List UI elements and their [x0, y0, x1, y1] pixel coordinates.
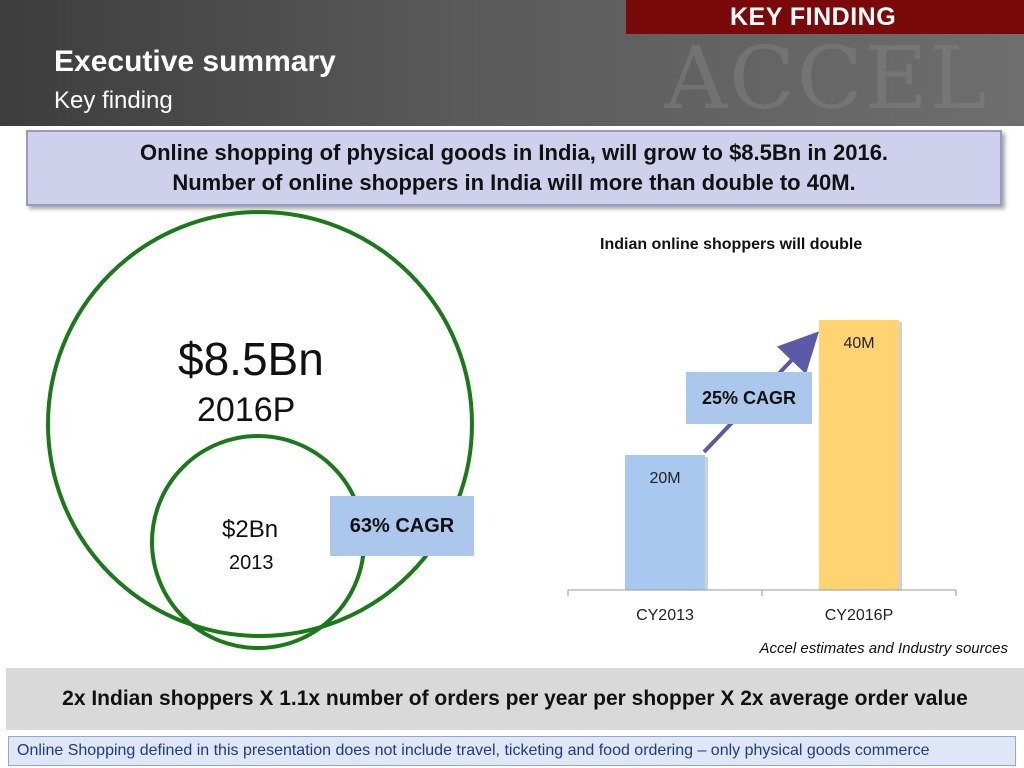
- headline-box: Online shopping of physical goods in Ind…: [26, 130, 1002, 206]
- chart-title: Indian online shoppers will double: [600, 236, 863, 253]
- footer-note: Online Shopping defined in this presenta…: [8, 736, 1016, 766]
- page-subtitle: Key finding: [54, 87, 173, 114]
- key-finding-tag: KEY FINDING: [626, 0, 1024, 34]
- market-2013-year: 2013: [229, 552, 274, 574]
- growth-formula: 2x Indian shoppers X 1.1x number of orde…: [6, 668, 1024, 730]
- bar-cy2013: [625, 455, 705, 590]
- shoppers-cagr-badge: 25% CAGR: [686, 372, 812, 424]
- data-label: 40M: [843, 335, 874, 352]
- header-banner: ACCEL® KEY FINDING Executive summary Key…: [0, 0, 1024, 126]
- x-tick-label: CY2016P: [825, 607, 894, 624]
- market-cagr-badge: 63% CAGR: [330, 496, 474, 556]
- accel-watermark: ACCEL®: [665, 23, 1007, 126]
- large-circle: [46, 210, 474, 638]
- data-label: 20M: [649, 470, 680, 487]
- market-2013-value: $2Bn: [222, 516, 279, 543]
- market-2016-value: $8.5Bn: [178, 333, 324, 385]
- headline-line-1: Online shopping of physical goods in Ind…: [139, 140, 889, 165]
- x-tick-label: CY2013: [636, 607, 694, 624]
- market-2016-year: 2016P: [197, 391, 296, 429]
- bar-cy2016p: [819, 320, 899, 590]
- headline-line-2: Number of online shoppers in India will …: [172, 170, 856, 195]
- source-note: Accel estimates and Industry sources: [759, 640, 1008, 657]
- page-title: Executive summary: [54, 45, 336, 78]
